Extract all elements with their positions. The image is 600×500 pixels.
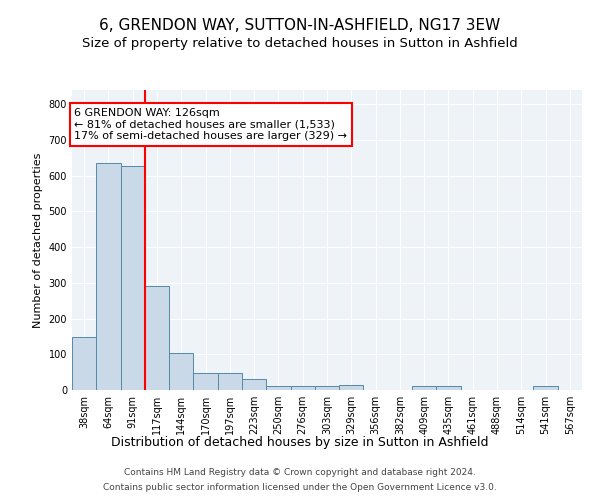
Text: Contains public sector information licensed under the Open Government Licence v3: Contains public sector information licen…	[103, 483, 497, 492]
Bar	[290, 386, 315, 390]
Bar	[72, 337, 96, 390]
Bar	[218, 373, 242, 390]
Text: 6, GRENDON WAY, SUTTON-IN-ASHFIELD, NG17 3EW: 6, GRENDON WAY, SUTTON-IN-ASHFIELD, NG17…	[100, 18, 500, 32]
Bar	[436, 386, 461, 390]
Bar	[96, 163, 121, 390]
Text: 6 GRENDON WAY: 126sqm
← 81% of detached houses are smaller (1,533)
17% of semi-d: 6 GRENDON WAY: 126sqm ← 81% of detached …	[74, 108, 347, 141]
Text: Size of property relative to detached houses in Sutton in Ashfield: Size of property relative to detached ho…	[82, 38, 518, 51]
Bar	[145, 286, 169, 390]
Bar	[242, 380, 266, 390]
Bar	[533, 386, 558, 390]
Bar	[412, 386, 436, 390]
Bar	[266, 386, 290, 390]
Bar	[315, 386, 339, 390]
Bar	[169, 353, 193, 390]
Text: Distribution of detached houses by size in Sutton in Ashfield: Distribution of detached houses by size …	[111, 436, 489, 449]
Bar	[121, 166, 145, 390]
Bar	[339, 385, 364, 390]
Y-axis label: Number of detached properties: Number of detached properties	[33, 152, 43, 328]
Text: Contains HM Land Registry data © Crown copyright and database right 2024.: Contains HM Land Registry data © Crown c…	[124, 468, 476, 477]
Bar	[193, 373, 218, 390]
